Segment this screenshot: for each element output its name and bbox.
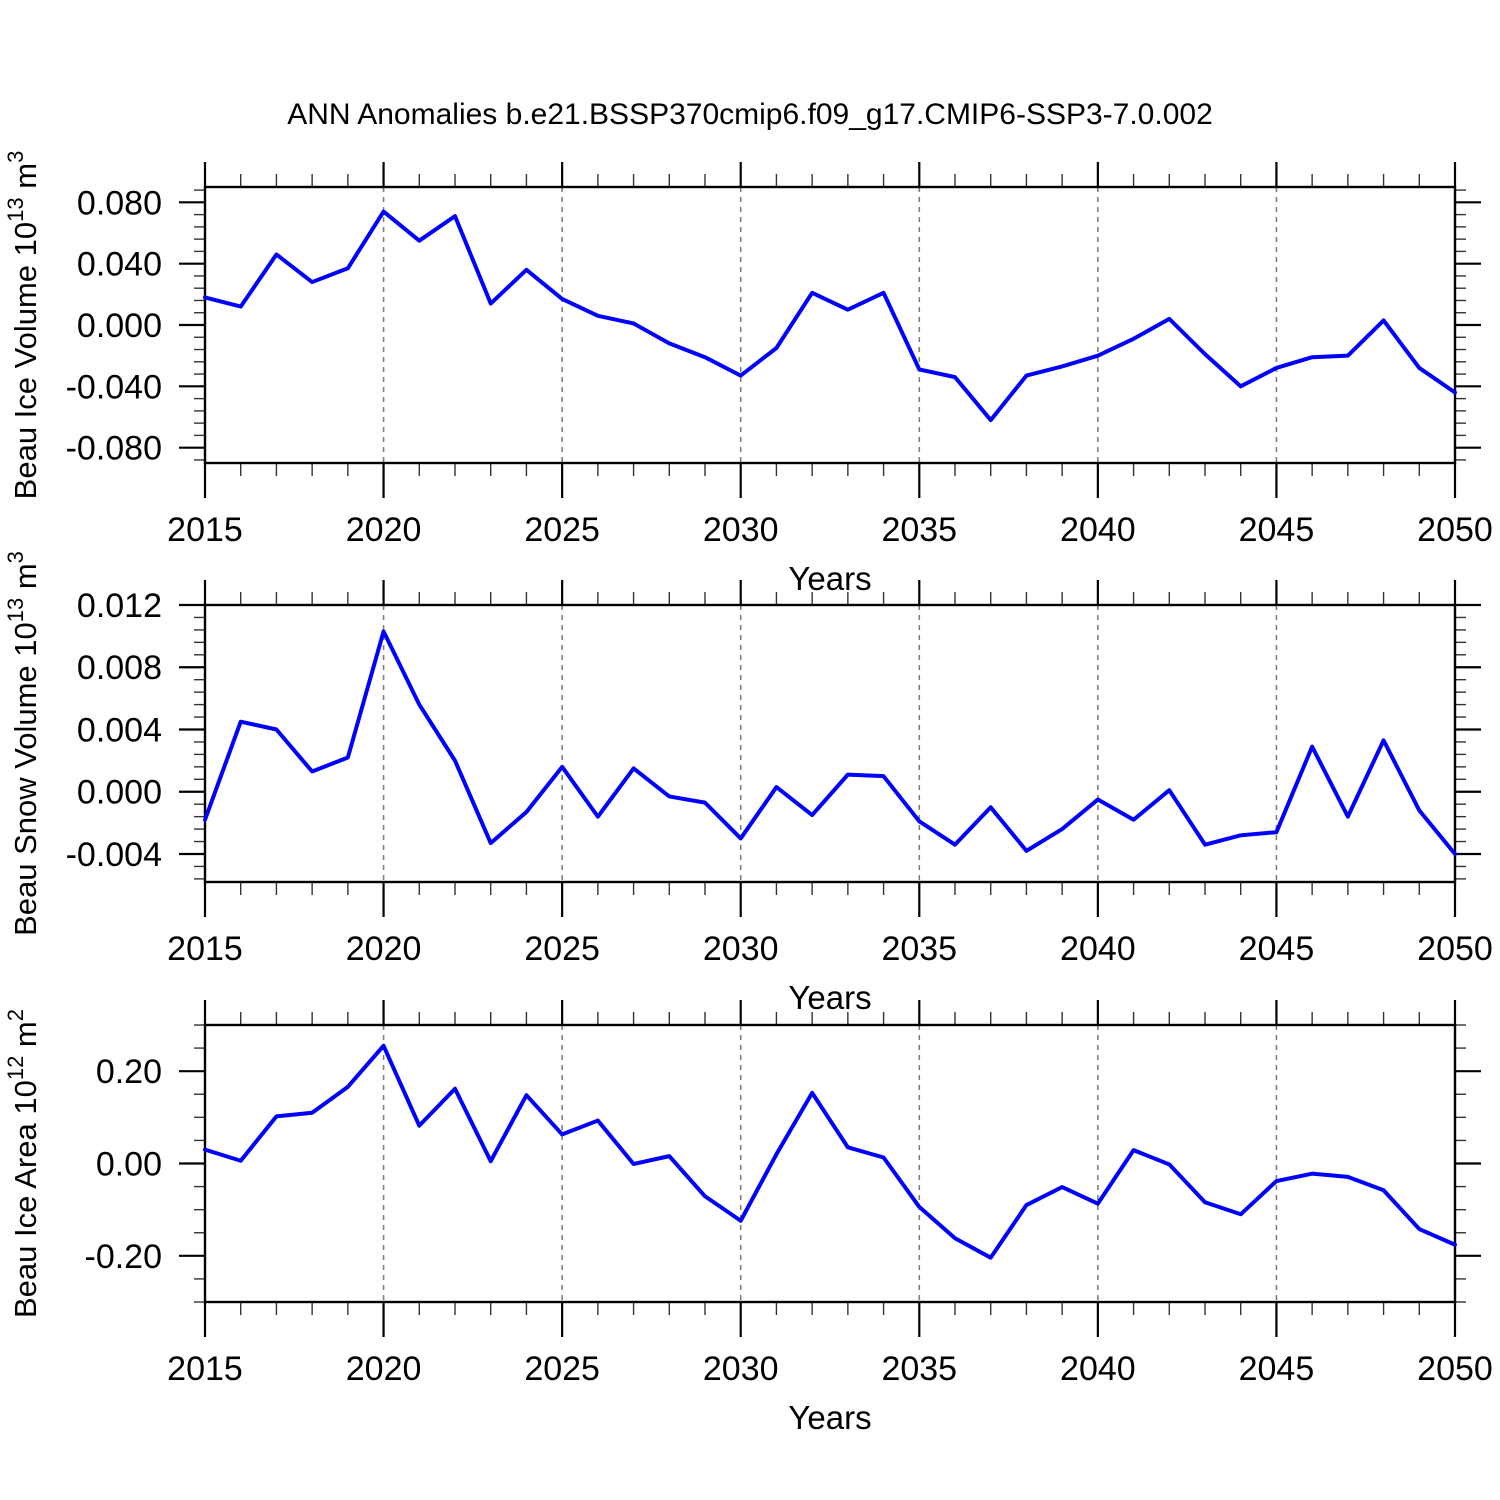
y-tick-label: -0.040 [66,368,162,406]
y-tick-label: 0.080 [77,184,162,222]
axis-frame [203,185,1457,465]
x-tick-label: 2050 [1417,511,1493,549]
axis-frame [203,1023,1457,1304]
x-tick-label: 2025 [524,1350,600,1388]
x-tick-label: 2045 [1239,511,1315,549]
x-tick-label: 2025 [524,511,600,549]
axis-frame [203,603,1457,884]
panel-ice-area: 0.20 0.00 -0.20 2015 2020 2025 2030 2035 2040 204… [3,1000,1493,1436]
x-tick-label: 2035 [881,930,957,968]
x-tick-label: 2050 [1417,930,1493,968]
x-tick-label: 2015 [167,511,243,549]
x-tick-label: 2020 [346,930,422,968]
x-axis-label: Years [788,1399,871,1436]
x-tick-label: 2025 [524,930,600,968]
x-tick-label: 2030 [703,511,779,549]
x-tick-label: 2015 [167,1350,243,1388]
x-axis-label: Years [788,979,871,1016]
y-tick-label: 0.040 [77,246,162,284]
x-tick-label: 2015 [167,930,243,968]
x-tick-label: 2045 [1239,930,1315,968]
y-axis-label: Beau Snow Volume 1013 m3 [3,551,43,936]
data-line-ice-area [203,1043,1457,1260]
y-tick-label: 0.008 [77,649,162,687]
x-tick-label: 2020 [346,511,422,549]
y-tick-label: -0.080 [66,430,162,468]
x-tick-label: 2035 [881,511,957,549]
y-tick-label: -0.20 [85,1238,163,1276]
x-tick-label: 2050 [1417,1350,1493,1388]
y-axis-label: Beau Ice Area 1012 m2 [3,1009,43,1318]
x-tick-label: 2020 [346,1350,422,1388]
y-tick-label: 0.012 [77,587,162,625]
data-line-snow-volume [203,629,1457,856]
y-axis-label: Beau Ice Volume 1013 m3 [3,151,43,500]
data-line-ice-volume [203,209,1457,423]
y-tick-label: 0.000 [77,774,162,812]
y-tick-label: 0.20 [96,1053,162,1091]
plot-title: ANN Anomalies b.e21.BSSP370cmip6.f09_g17… [287,98,1213,131]
x-tick-label: 2030 [703,1350,779,1388]
panel-ice-volume: 0.080 0.040 0.000 -0.040 -0.080 2015 2020 2025 2… [3,151,1493,597]
x-tick-label: 2045 [1239,1350,1315,1388]
x-tick-label: 2035 [881,1350,957,1388]
x-tick-label: 2040 [1060,1350,1136,1388]
x-tick-label: 2040 [1060,511,1136,549]
x-axis-label: Years [788,560,871,597]
y-tick-label: 0.004 [77,711,162,749]
y-tick-label: -0.004 [66,836,162,874]
x-tick-label: 2040 [1060,930,1136,968]
y-tick-label: 0.00 [96,1146,162,1184]
y-tick-label: 0.000 [77,307,162,345]
x-tick-label: 2030 [703,930,779,968]
panel-snow-volume: 0.012 0.008 0.004 0.000 -0.004 2015 2020 2025 20… [3,551,1493,1016]
